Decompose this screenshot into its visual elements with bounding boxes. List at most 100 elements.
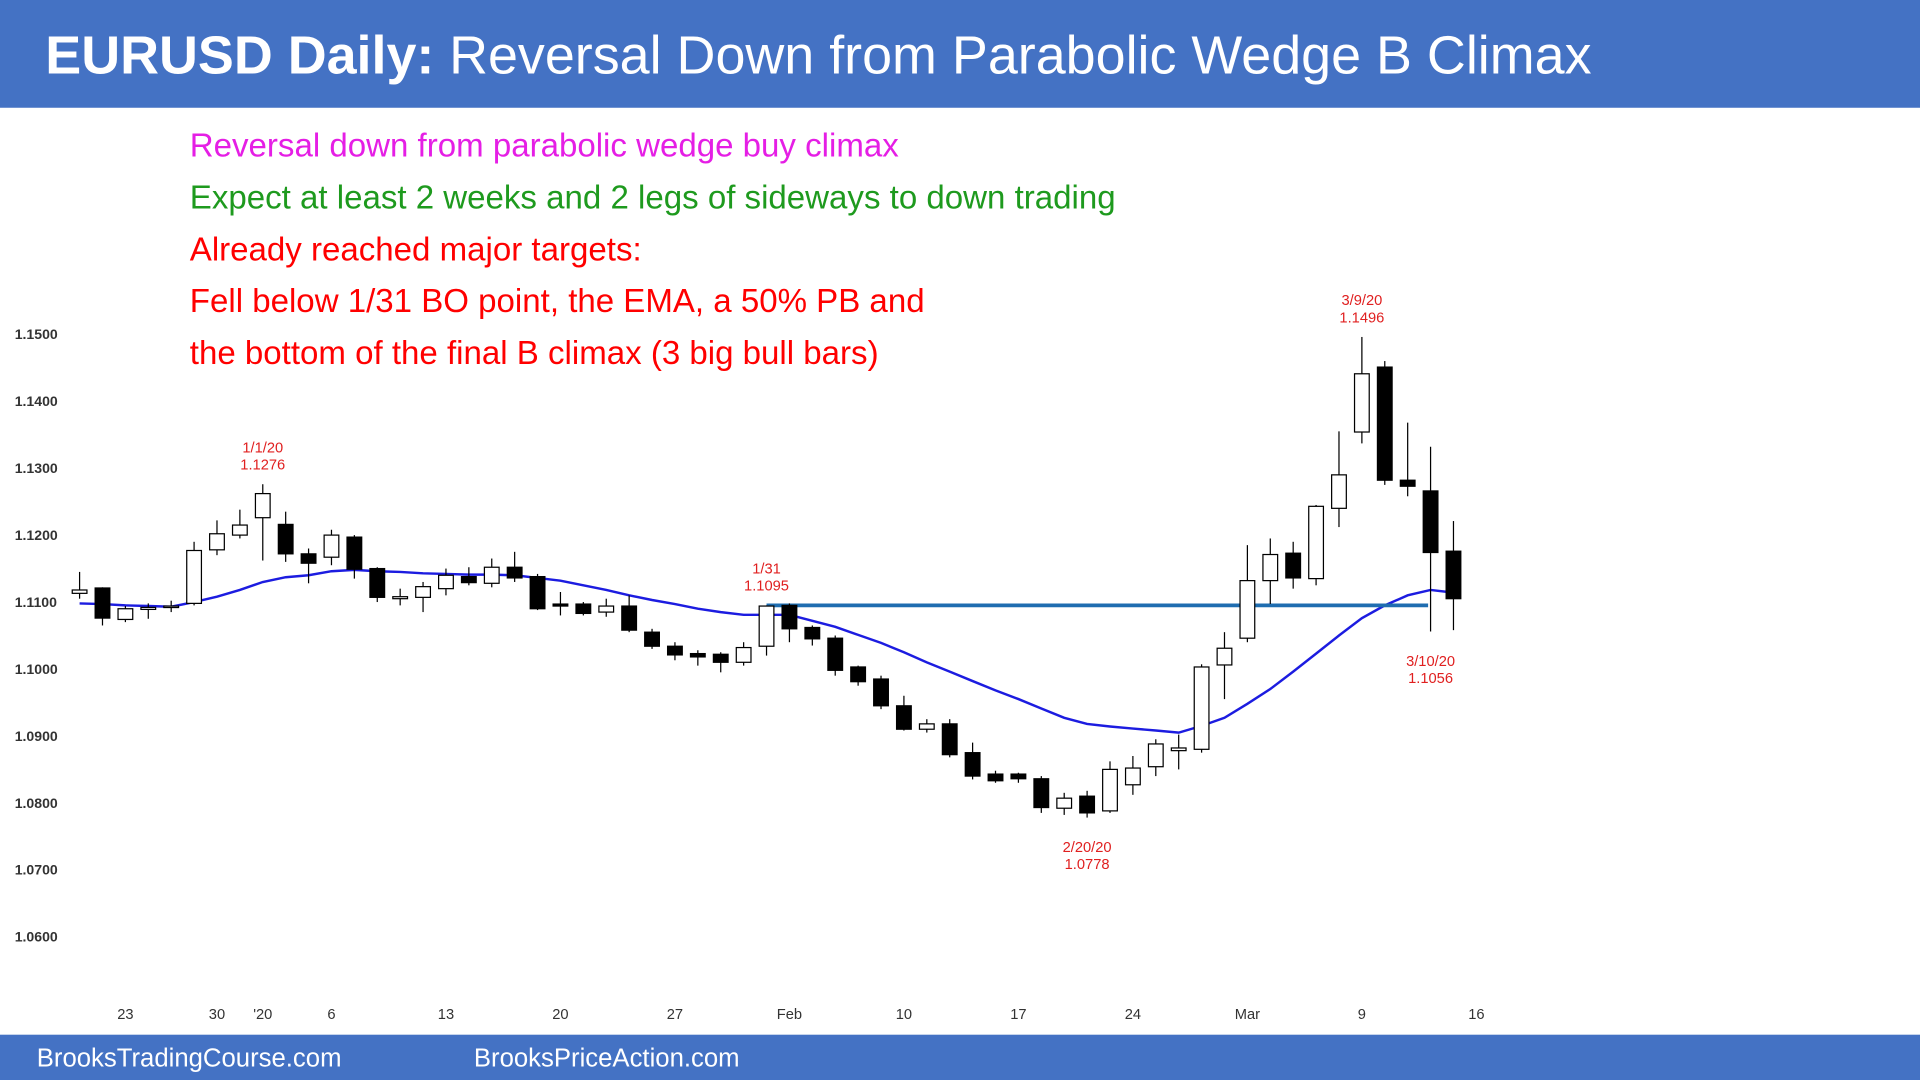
- candle-body: [873, 678, 889, 707]
- candle-body: [392, 596, 409, 600]
- chart-title-line: EURUSD Daily: Reversal Down from Paraboli…: [45, 25, 1591, 85]
- y-tick-label: 1.1000: [15, 661, 58, 677]
- candle-body: [1445, 550, 1462, 600]
- x-tick-label: 6: [327, 1007, 335, 1023]
- candle-body: [186, 549, 203, 604]
- annotation-value: 1.0778: [1065, 857, 1110, 873]
- footer-right: BrooksPriceAction.com: [474, 1045, 740, 1073]
- note: the bottom of the final B climax (3 big …: [190, 335, 879, 372]
- candle-body: [1353, 373, 1370, 433]
- annotation-date: 1/1/20: [242, 440, 283, 456]
- note: Expect at least 2 weeks and 2 legs of si…: [190, 180, 1116, 217]
- candle-body: [323, 534, 340, 558]
- candle-body: [987, 773, 1004, 782]
- candle-body: [1124, 767, 1141, 786]
- y-tick-label: 1.1300: [15, 460, 58, 476]
- candle-body: [415, 586, 432, 598]
- title-bar: [0, 0, 1920, 108]
- candle-body: [71, 589, 88, 594]
- candle-body: [964, 752, 981, 777]
- annotation-value: 1.1056: [1408, 671, 1453, 687]
- candle-body: [666, 645, 683, 656]
- candle-body: [506, 566, 523, 579]
- candle-body: [895, 705, 912, 730]
- annotation-value: 1.1276: [240, 458, 285, 474]
- candle-body: [1010, 773, 1027, 780]
- x-tick-label: 10: [896, 1007, 912, 1023]
- x-tick-label: 9: [1358, 1007, 1366, 1023]
- candle-body: [850, 666, 867, 683]
- y-tick-label: 1.0800: [15, 795, 58, 811]
- candle-body: [644, 631, 660, 647]
- candle-body: [1308, 505, 1325, 580]
- x-tick-label: 30: [209, 1007, 225, 1023]
- candle-body: [1285, 552, 1302, 579]
- x-tick-label: 17: [1010, 1007, 1026, 1023]
- candle-body: [735, 646, 752, 663]
- annotation-date: 2/20/20: [1063, 840, 1112, 856]
- y-tick-label: 1.0600: [15, 929, 58, 945]
- candle-body: [758, 605, 775, 647]
- candle-body: [621, 605, 638, 631]
- candle-body: [94, 587, 111, 619]
- x-tick-label: 16: [1468, 1007, 1484, 1023]
- y-tick-label: 1.1500: [15, 326, 58, 342]
- x-tick-label: Feb: [777, 1007, 802, 1023]
- candle-body: [140, 606, 157, 611]
- footer-bar: [0, 1034, 1920, 1080]
- x-tick-label: Mar: [1235, 1007, 1260, 1023]
- candle-body: [1399, 479, 1416, 487]
- x-tick-label: '20: [253, 1007, 272, 1023]
- chart-title: EURUSD Daily:: [45, 25, 434, 85]
- candle-body: [804, 626, 821, 640]
- candle-body: [1376, 366, 1393, 481]
- candle-body: [438, 574, 454, 590]
- candle-body: [1033, 778, 1050, 809]
- annotation-date: 3/9/20: [1341, 293, 1382, 309]
- candle-body: [1331, 474, 1347, 509]
- candle-body: [689, 652, 706, 658]
- candle-body: [598, 605, 615, 613]
- candle-body: [209, 533, 225, 551]
- candle-body: [1170, 747, 1187, 752]
- candle-body: [300, 553, 317, 564]
- candle-body: [277, 523, 294, 555]
- candle-body: [1193, 666, 1210, 750]
- y-tick-label: 1.1100: [15, 594, 57, 610]
- candle-body: [1216, 647, 1233, 666]
- candle-body: [1147, 743, 1164, 768]
- candle-body: [231, 524, 248, 536]
- candle-body: [346, 536, 363, 570]
- footer-left: BrooksTradingCourse.com: [37, 1045, 342, 1073]
- chart-subtitle: Reversal Down from Parabolic Wedge B Cli…: [449, 25, 1592, 85]
- candle-body: [254, 492, 271, 519]
- y-tick-label: 1.0900: [15, 728, 58, 744]
- annotation-date: 1/31: [752, 562, 781, 578]
- candle-body: [827, 637, 844, 671]
- note: Fell below 1/31 BO point, the EMA, a 50%…: [190, 283, 925, 320]
- candle-body: [483, 566, 500, 584]
- y-tick-label: 1.0700: [15, 862, 58, 878]
- candle-body: [575, 603, 592, 615]
- x-tick-label: 13: [438, 1007, 454, 1023]
- candle-body: [1102, 768, 1118, 812]
- candle-body: [163, 605, 180, 609]
- candle-body: [117, 608, 134, 621]
- candle-body: [712, 653, 729, 663]
- note: Reversal down from parabolic wedge buy c…: [190, 128, 899, 165]
- candle-body: [460, 575, 477, 584]
- candle-body: [1079, 795, 1096, 814]
- candle-body: [369, 567, 386, 598]
- plot-area: Reversal down from parabolic wedge buy c…: [15, 128, 1485, 1023]
- x-tick-label: 27: [667, 1007, 683, 1023]
- note: Already reached major targets:: [190, 231, 642, 268]
- y-tick-label: 1.1400: [15, 393, 58, 409]
- candle-body: [1056, 797, 1073, 809]
- x-tick-label: 20: [552, 1007, 568, 1023]
- candle-body: [529, 575, 546, 610]
- x-tick-label: 24: [1125, 1007, 1141, 1023]
- candle-body: [552, 603, 569, 607]
- annotation-value: 1.1095: [744, 579, 789, 595]
- candle-body: [1239, 580, 1256, 639]
